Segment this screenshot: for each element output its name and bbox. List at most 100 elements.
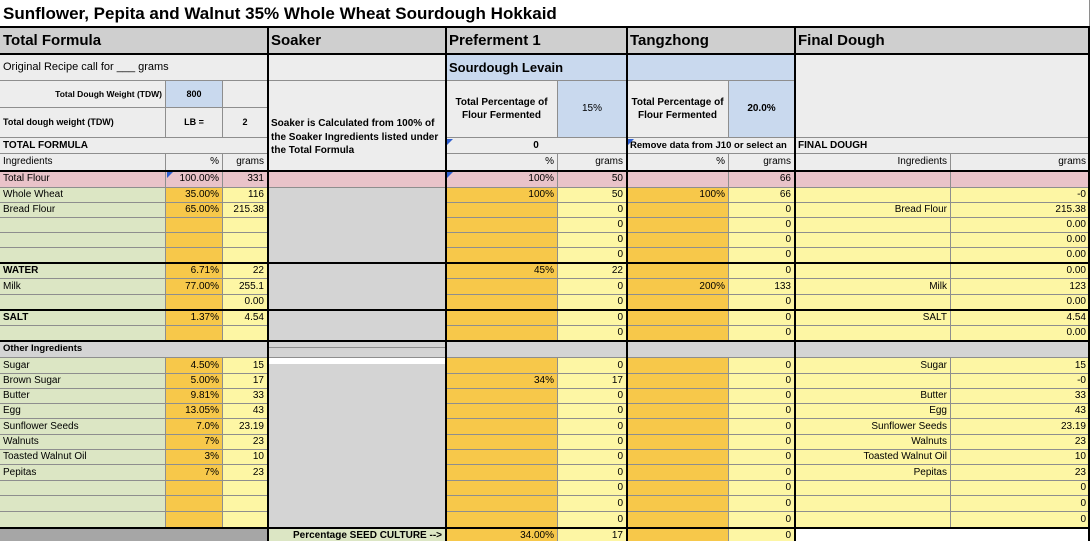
tang-pct[interactable]: 100% (627, 188, 729, 203)
pref-grams[interactable]: 0 (558, 358, 627, 374)
pref-grams[interactable]: 50 (558, 171, 627, 188)
tang-pct[interactable] (627, 295, 729, 310)
seed-culture-label[interactable]: Percentage SEED CULTURE --> (268, 528, 446, 541)
soaker-note[interactable]: Soaker is Calculated from 100% of the So… (268, 81, 446, 171)
tang-grams[interactable]: 0 (729, 450, 795, 465)
tang-grams[interactable]: 0 (729, 374, 795, 389)
col-header-pct[interactable]: % (627, 154, 729, 171)
col-header-grams[interactable]: grams (223, 154, 268, 171)
ingredient-name[interactable]: Butter (0, 389, 166, 404)
ingredient-name[interactable]: Walnuts (0, 435, 166, 450)
pref-pct-label[interactable]: Total Percentage of Flour Fermented (446, 81, 558, 138)
ingredient-pct[interactable] (166, 326, 223, 341)
tdw-label[interactable]: Total Dough Weight (TDW) (0, 81, 166, 108)
pref-pct[interactable] (446, 310, 558, 326)
ingredient-pct[interactable]: 65.00% (166, 203, 223, 218)
ingredient-pct[interactable] (166, 512, 223, 528)
pref-pct[interactable] (446, 233, 558, 248)
final-grams[interactable]: 0.00 (951, 263, 1090, 279)
tang-grams[interactable]: 0 (729, 512, 795, 528)
ingredient-grams[interactable]: 22 (223, 263, 268, 279)
pref-pct[interactable] (446, 512, 558, 528)
ingredient-grams[interactable]: 23.19 (223, 419, 268, 435)
total-formula-label[interactable]: TOTAL FORMULA (0, 138, 268, 154)
pref-grams[interactable]: 0 (558, 326, 627, 341)
pref-grams[interactable]: 0 (558, 419, 627, 435)
tang-pct[interactable] (627, 358, 729, 374)
ingredient-pct[interactable]: 9.81% (166, 389, 223, 404)
pref-grams[interactable]: 0 (558, 481, 627, 496)
final-ingredient[interactable]: Milk (795, 279, 951, 295)
tang-pct[interactable] (627, 512, 729, 528)
ingredient-pct[interactable] (166, 218, 223, 233)
ingredient-name[interactable]: Pepitas (0, 465, 166, 481)
col-header-grams[interactable]: grams (558, 154, 627, 171)
tdw-value[interactable]: 800 (166, 81, 223, 108)
final-grams[interactable]: 0.00 (951, 326, 1090, 341)
tang-pct[interactable] (627, 203, 729, 218)
tang-grams[interactable]: 0 (729, 404, 795, 419)
ingredient-name[interactable] (0, 512, 166, 528)
ingredient-name[interactable]: Brown Sugar (0, 374, 166, 389)
final-grams[interactable]: 10 (951, 450, 1090, 465)
ingredient-grams[interactable]: 23 (223, 435, 268, 450)
pref-pct[interactable] (446, 404, 558, 419)
final-ingredient[interactable] (795, 374, 951, 389)
ingredient-pct[interactable]: 7.0% (166, 419, 223, 435)
col-header-grams[interactable]: grams (729, 154, 795, 171)
ingredient-name[interactable]: Sugar (0, 358, 166, 374)
ingredient-grams[interactable] (223, 481, 268, 496)
pref-grams[interactable]: 22 (558, 263, 627, 279)
final-grams[interactable]: 0 (951, 512, 1090, 528)
ingredient-grams[interactable]: 33 (223, 389, 268, 404)
ingredient-name[interactable] (0, 248, 166, 263)
pref-pct[interactable] (446, 218, 558, 233)
pref-pct[interactable] (446, 389, 558, 404)
final-ingredient[interactable]: Egg (795, 404, 951, 419)
pref-grams[interactable]: 17 (558, 374, 627, 389)
pref-pct[interactable]: 45% (446, 263, 558, 279)
pref-grams[interactable]: 50 (558, 188, 627, 203)
ingredient-pct[interactable]: 5.00% (166, 374, 223, 389)
ingredient-name[interactable] (0, 326, 166, 341)
col-header-pct[interactable]: % (166, 154, 223, 171)
pref-pct[interactable] (446, 419, 558, 435)
sourdough-levain-label[interactable]: Sourdough Levain (446, 54, 627, 81)
ingredient-grams[interactable] (223, 233, 268, 248)
tdw-lb-value[interactable]: 2 (223, 108, 268, 138)
tang-pct-label[interactable]: Total Percentage of Flour Fermented (627, 81, 729, 138)
tang-grams[interactable]: 0 (729, 496, 795, 512)
tang-pct[interactable] (627, 404, 729, 419)
tang-pct[interactable] (627, 310, 729, 326)
tang-pct[interactable] (627, 496, 729, 512)
final-ingredient[interactable]: Sugar (795, 358, 951, 374)
pref-grams[interactable]: 0 (558, 512, 627, 528)
final-ingredient[interactable] (795, 263, 951, 279)
tang-pct[interactable] (627, 450, 729, 465)
ingredient-grams[interactable] (223, 496, 268, 512)
recipe-call-label[interactable]: Original Recipe call for ___ grams (0, 54, 268, 81)
tang-pct[interactable] (627, 419, 729, 435)
section-total-formula[interactable]: Total Formula (0, 27, 268, 54)
pref-grams[interactable]: 0 (558, 203, 627, 218)
ingredient-name[interactable]: Milk (0, 279, 166, 295)
tang-pct[interactable]: 200% (627, 279, 729, 295)
pref-grams[interactable]: 0 (558, 465, 627, 481)
final-ingredient[interactable] (795, 233, 951, 248)
section-tangzhong[interactable]: Tangzhong (627, 27, 795, 54)
final-ingredient[interactable]: Pepitas (795, 465, 951, 481)
tang-grams[interactable]: 66 (729, 171, 795, 188)
final-grams[interactable]: 0.00 (951, 233, 1090, 248)
tang-grams[interactable]: 0 (729, 248, 795, 263)
ingredient-name[interactable]: WATER (0, 263, 166, 279)
final-grams[interactable]: 4.54 (951, 310, 1090, 326)
final-ingredient[interactable]: Sunflower Seeds (795, 419, 951, 435)
pref-zero[interactable]: 0 (446, 138, 627, 154)
seed-culture-blank[interactable] (0, 528, 268, 541)
seed-culture-grams[interactable]: 17 (558, 528, 627, 541)
tdw-lb-label[interactable]: Total dough weight (TDW) (0, 108, 166, 138)
col-header-pct[interactable]: % (446, 154, 558, 171)
soaker-cell[interactable] (268, 171, 446, 188)
pref-grams[interactable]: 0 (558, 404, 627, 419)
tang-grams[interactable]: 0 (729, 481, 795, 496)
